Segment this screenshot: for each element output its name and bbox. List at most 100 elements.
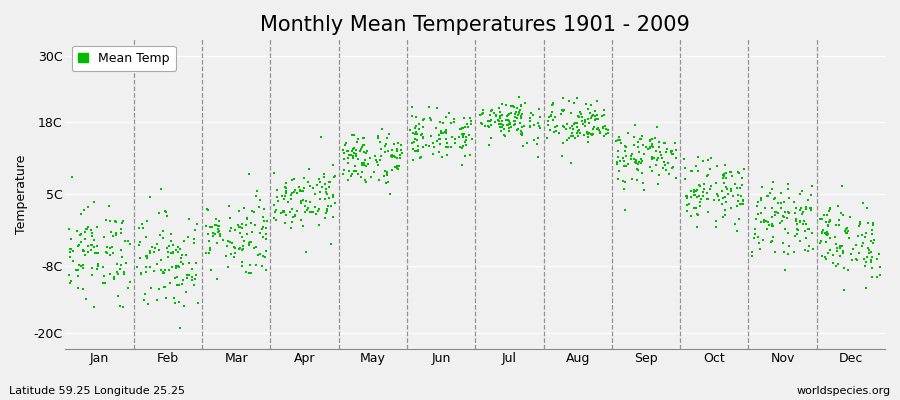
Point [819, 239, 833, 245]
Point [484, 135, 499, 141]
Point [168, 264, 183, 271]
Point [259, 236, 274, 242]
Point [837, 228, 851, 234]
Point [591, 125, 606, 132]
Point [326, 192, 340, 198]
Point [621, 160, 635, 167]
Point [754, 218, 769, 225]
Point [256, 253, 271, 260]
Point [599, 131, 614, 138]
Point [796, 208, 810, 215]
Point [233, 244, 248, 251]
Point [475, 107, 490, 113]
Point [580, 129, 594, 135]
Point [346, 153, 361, 159]
Point [381, 148, 395, 154]
Point [373, 139, 387, 145]
Point [801, 248, 815, 254]
Point [427, 139, 441, 146]
Point [777, 214, 791, 220]
Point [813, 240, 827, 246]
Point [345, 132, 359, 138]
Point [304, 209, 319, 215]
Point [492, 124, 507, 130]
Point [140, 301, 155, 307]
Point [239, 230, 254, 237]
Point [542, 114, 556, 120]
Point [341, 155, 356, 162]
Point [631, 167, 645, 174]
Point [259, 231, 274, 237]
Point [454, 126, 468, 132]
Point [152, 209, 166, 216]
Point [502, 120, 517, 126]
Point [818, 230, 832, 236]
Point [506, 103, 520, 109]
Point [765, 186, 779, 192]
Point [377, 173, 392, 179]
Point [523, 118, 537, 124]
Point [416, 144, 430, 150]
Point [189, 272, 203, 279]
Point [139, 252, 153, 259]
Point [416, 144, 430, 150]
Point [205, 230, 220, 236]
Point [356, 149, 371, 156]
Point [237, 205, 251, 212]
Point [778, 226, 792, 232]
Point [77, 236, 92, 242]
Point [245, 229, 259, 236]
Point [247, 245, 261, 252]
Point [580, 130, 594, 136]
Point [306, 185, 320, 192]
Point [212, 227, 226, 234]
Point [822, 250, 836, 256]
Point [162, 267, 176, 273]
Point [799, 221, 814, 227]
Point [88, 250, 103, 256]
Point [421, 104, 436, 110]
Point [723, 168, 737, 175]
Point [236, 246, 250, 252]
Point [788, 233, 802, 240]
Point [710, 191, 724, 197]
Point [337, 149, 351, 156]
Point [626, 134, 641, 140]
Point [464, 118, 478, 124]
Point [635, 180, 650, 186]
Point [299, 198, 313, 204]
Point [292, 184, 306, 190]
Point [775, 218, 789, 224]
Point [731, 169, 745, 176]
Point [609, 159, 624, 165]
Point [766, 234, 780, 240]
Point [657, 159, 671, 165]
Point [447, 116, 462, 123]
Point [321, 194, 336, 201]
Point [802, 243, 816, 249]
Point [588, 113, 602, 119]
Point [819, 212, 833, 218]
Point [817, 254, 832, 261]
Point [391, 140, 405, 146]
Point [224, 225, 238, 231]
Point [161, 249, 176, 255]
Point [764, 238, 778, 245]
Point [342, 168, 356, 174]
Point [186, 282, 201, 288]
Point [565, 133, 580, 140]
Point [64, 278, 78, 284]
Point [716, 174, 730, 181]
Point [756, 237, 770, 243]
Point [556, 106, 571, 113]
Point [255, 263, 269, 269]
Point [491, 117, 506, 123]
Point [184, 266, 199, 272]
Point [302, 166, 317, 172]
Point [268, 209, 283, 215]
Point [583, 131, 598, 137]
Point [573, 130, 588, 136]
Point [290, 208, 304, 214]
Point [253, 230, 267, 236]
Point [778, 267, 792, 273]
